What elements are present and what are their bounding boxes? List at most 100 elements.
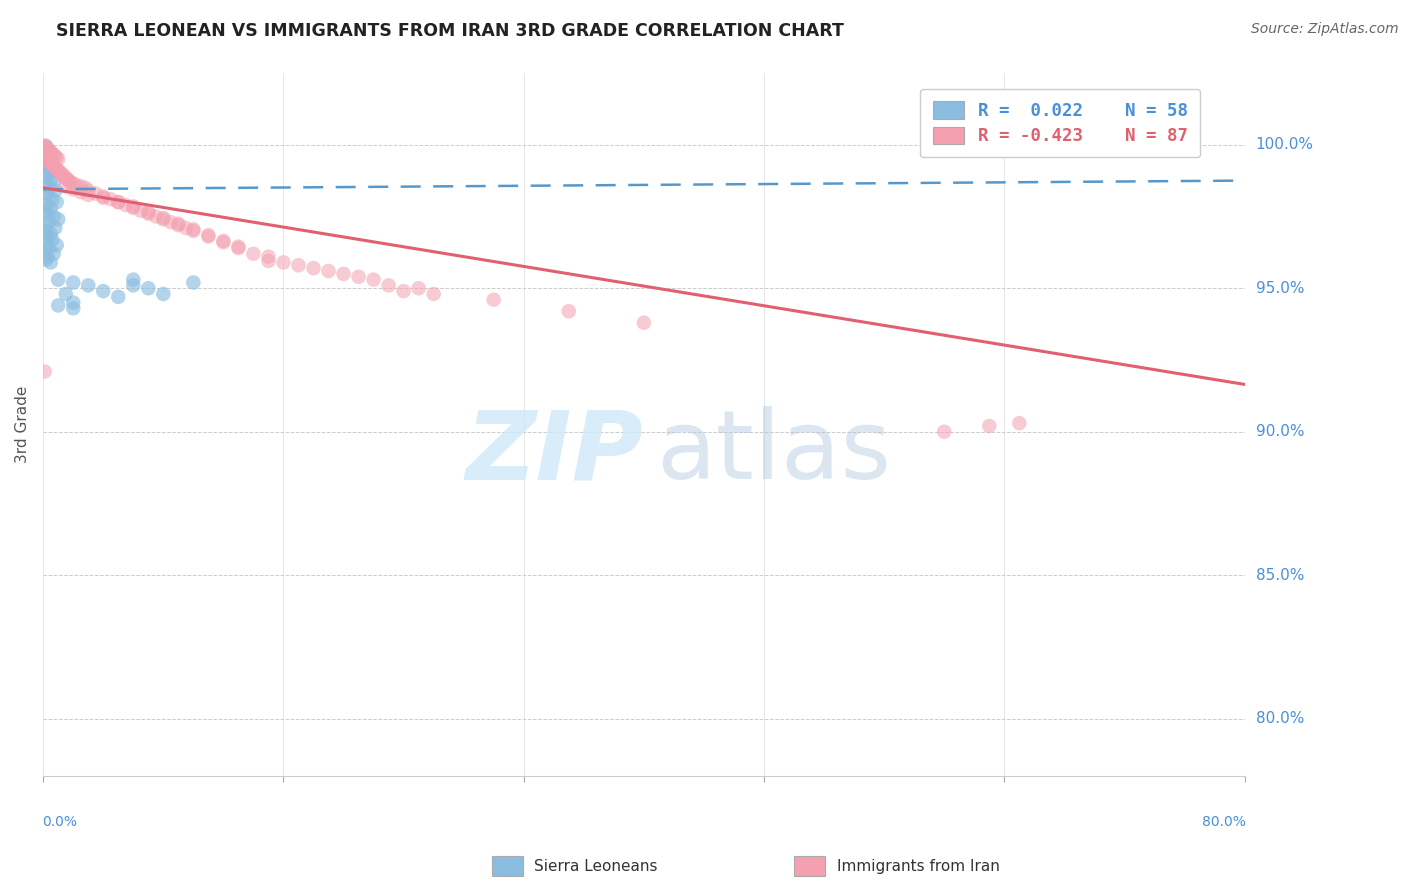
Point [41, 232, 63, 246]
Text: Source: ZipAtlas.com: Source: ZipAtlas.com [1251, 22, 1399, 37]
Point [84, 186, 107, 201]
Point [46, 298, 69, 312]
Point [37, 250, 59, 264]
Point [45, 151, 67, 165]
Point [41, 192, 63, 206]
Point [55, 170, 77, 185]
Point [39, 201, 62, 215]
Point [34, 189, 56, 203]
Point [38, 144, 60, 158]
Point [114, 198, 136, 212]
Point [42, 210, 65, 224]
Point [34, 146, 56, 161]
Point [56, 172, 79, 186]
Point [35, 140, 58, 154]
Point [55, 179, 77, 194]
Point [934, 425, 956, 439]
Point [46, 272, 69, 286]
Text: 80.0%: 80.0% [1202, 814, 1246, 829]
Point [160, 215, 183, 229]
Point [44, 184, 66, 198]
Point [42, 247, 65, 261]
Text: 85.0%: 85.0% [1256, 567, 1303, 582]
Point [46, 212, 69, 227]
Point [69, 179, 91, 194]
Point [91, 191, 114, 205]
Point [136, 281, 159, 295]
Point [363, 272, 385, 286]
Point [58, 173, 80, 187]
Point [39, 156, 62, 170]
Point [42, 148, 65, 162]
Point [37, 153, 59, 168]
Point [228, 239, 250, 253]
Text: 80.0%: 80.0% [1256, 711, 1303, 726]
Point [34, 155, 56, 169]
Point [287, 258, 309, 272]
Point [122, 278, 145, 293]
Point [34, 364, 56, 378]
Point [37, 144, 59, 158]
Point [62, 295, 84, 310]
Point [77, 188, 100, 202]
Point [55, 287, 77, 301]
Text: 100.0%: 100.0% [1256, 137, 1313, 153]
Point [136, 206, 159, 220]
Point [167, 218, 190, 232]
Point [167, 217, 190, 231]
Point [46, 163, 69, 178]
Point [122, 201, 145, 215]
Point [34, 244, 56, 258]
Point [174, 221, 197, 235]
Point [37, 229, 59, 244]
Point [347, 269, 370, 284]
Point [44, 149, 66, 163]
Point [39, 227, 62, 241]
Point [62, 177, 84, 191]
Point [979, 419, 1001, 434]
Point [37, 151, 59, 165]
Point [34, 138, 56, 153]
Point [59, 175, 82, 189]
Point [42, 159, 65, 173]
Point [35, 153, 58, 167]
Text: SIERRA LEONEAN VS IMMIGRANTS FROM IRAN 3RD GRADE CORRELATION CHART: SIERRA LEONEAN VS IMMIGRANTS FROM IRAN 3… [56, 22, 844, 40]
Point [46, 152, 69, 166]
Point [77, 278, 100, 293]
Point [45, 162, 67, 177]
Point [136, 205, 159, 219]
Point [392, 284, 415, 298]
Point [100, 192, 122, 206]
Text: Immigrants from Iran: Immigrants from Iran [837, 859, 1000, 873]
Point [45, 195, 67, 210]
Point [35, 252, 58, 267]
Point [34, 169, 56, 184]
Point [39, 172, 62, 186]
Point [75, 181, 97, 195]
Point [35, 235, 58, 250]
Point [38, 158, 60, 172]
Text: Sierra Leoneans: Sierra Leoneans [534, 859, 658, 873]
Point [422, 287, 444, 301]
Text: atlas: atlas [655, 406, 891, 500]
Point [39, 152, 62, 166]
Point [44, 221, 66, 235]
Point [62, 301, 84, 316]
Point [62, 182, 84, 196]
Point [91, 189, 114, 203]
Point [122, 272, 145, 286]
Point [107, 290, 129, 304]
Text: 90.0%: 90.0% [1256, 425, 1305, 439]
Point [228, 241, 250, 255]
Point [558, 304, 581, 318]
Point [107, 195, 129, 210]
Point [52, 168, 75, 182]
Legend: R =  0.022    N = 58, R = -0.423    N = 87: R = 0.022 N = 58, R = -0.423 N = 87 [921, 88, 1199, 158]
Point [39, 145, 62, 159]
Point [65, 178, 87, 192]
Point [302, 261, 325, 276]
Text: ZIP: ZIP [465, 406, 644, 500]
Point [35, 198, 58, 212]
Point [35, 149, 58, 163]
Point [38, 181, 60, 195]
